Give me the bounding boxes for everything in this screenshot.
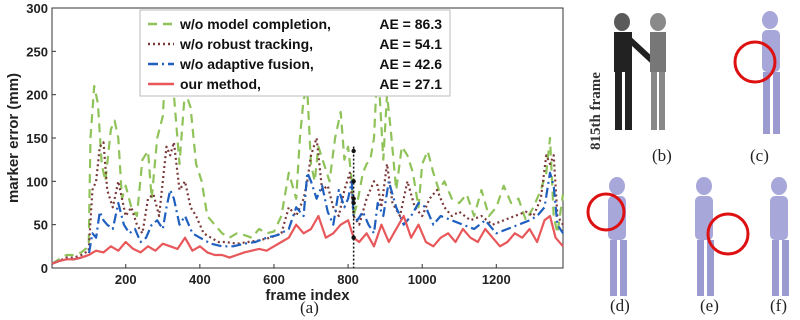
mesh-figure-f (770, 177, 789, 296)
y-tick-label: 100 (26, 174, 48, 189)
panel-d-figure (585, 172, 645, 302)
panel-b-photo (600, 4, 670, 154)
performer-photo-image (614, 13, 666, 130)
legend-label-1: w/o robust tracking, (179, 36, 313, 52)
x-tick-label: 400 (189, 272, 211, 287)
frame-label: 815th frame (588, 72, 604, 150)
panel-b-label: (b) (652, 146, 672, 165)
x-tick-label: 1200 (482, 272, 511, 287)
highlight-circle-c (733, 40, 777, 84)
mesh-figure-c (733, 11, 780, 134)
panel-c-figure (725, 4, 800, 154)
highlight-circle-e (706, 212, 750, 256)
y-tick-label: 150 (26, 131, 48, 146)
legend-label-0: w/o model completion, (179, 16, 331, 32)
legend-ae-1: AE = 54.1 (379, 36, 442, 52)
series-line-3 (51, 214, 564, 265)
x-tick-label: 600 (263, 272, 285, 287)
frame-marker-dot (351, 235, 356, 240)
mesh-figure-d (586, 177, 627, 296)
y-tick-label: 50 (34, 218, 48, 233)
legend-ae-0: AE = 86.3 (379, 16, 442, 32)
frame-marker-dot (351, 148, 356, 154)
mesh-figure-e (695, 177, 750, 296)
legend-ae-3: AE = 27.1 (379, 76, 442, 92)
x-axis-label: frame index (265, 287, 350, 304)
y-tick-label: 0 (41, 261, 48, 276)
panel-d-label: (d) (610, 296, 630, 315)
y-tick-label: 250 (26, 44, 48, 59)
y-axis-label: marker error (mm) (5, 73, 22, 203)
panel-f-label: (f) (770, 296, 787, 315)
frame-marker-dot (351, 179, 356, 184)
x-tick-label: 200 (115, 272, 137, 287)
highlight-circle-d (586, 192, 626, 232)
series-line-2 (51, 171, 564, 265)
series-line-0 (51, 50, 565, 265)
y-tick-label: 200 (26, 88, 48, 103)
panel-e-figure (680, 172, 750, 302)
x-tick-label: 800 (337, 272, 359, 287)
panel-f-figure (755, 172, 800, 302)
y-tick-label: 300 (26, 1, 48, 16)
frame-marker-dot (351, 196, 356, 201)
x-tick-label: 1000 (408, 272, 437, 287)
frame-marker-dot (351, 200, 356, 206)
panel-a-label: (a) (300, 298, 319, 317)
legend-label-2: w/o adaptive fusion, (179, 56, 314, 72)
panel-c-label: (c) (750, 146, 769, 165)
legend-ae-2: AE = 42.6 (379, 56, 442, 72)
legend-label-3: our method, (180, 76, 261, 92)
panel-e-label: (e) (700, 296, 719, 315)
legend-box (139, 9, 451, 97)
